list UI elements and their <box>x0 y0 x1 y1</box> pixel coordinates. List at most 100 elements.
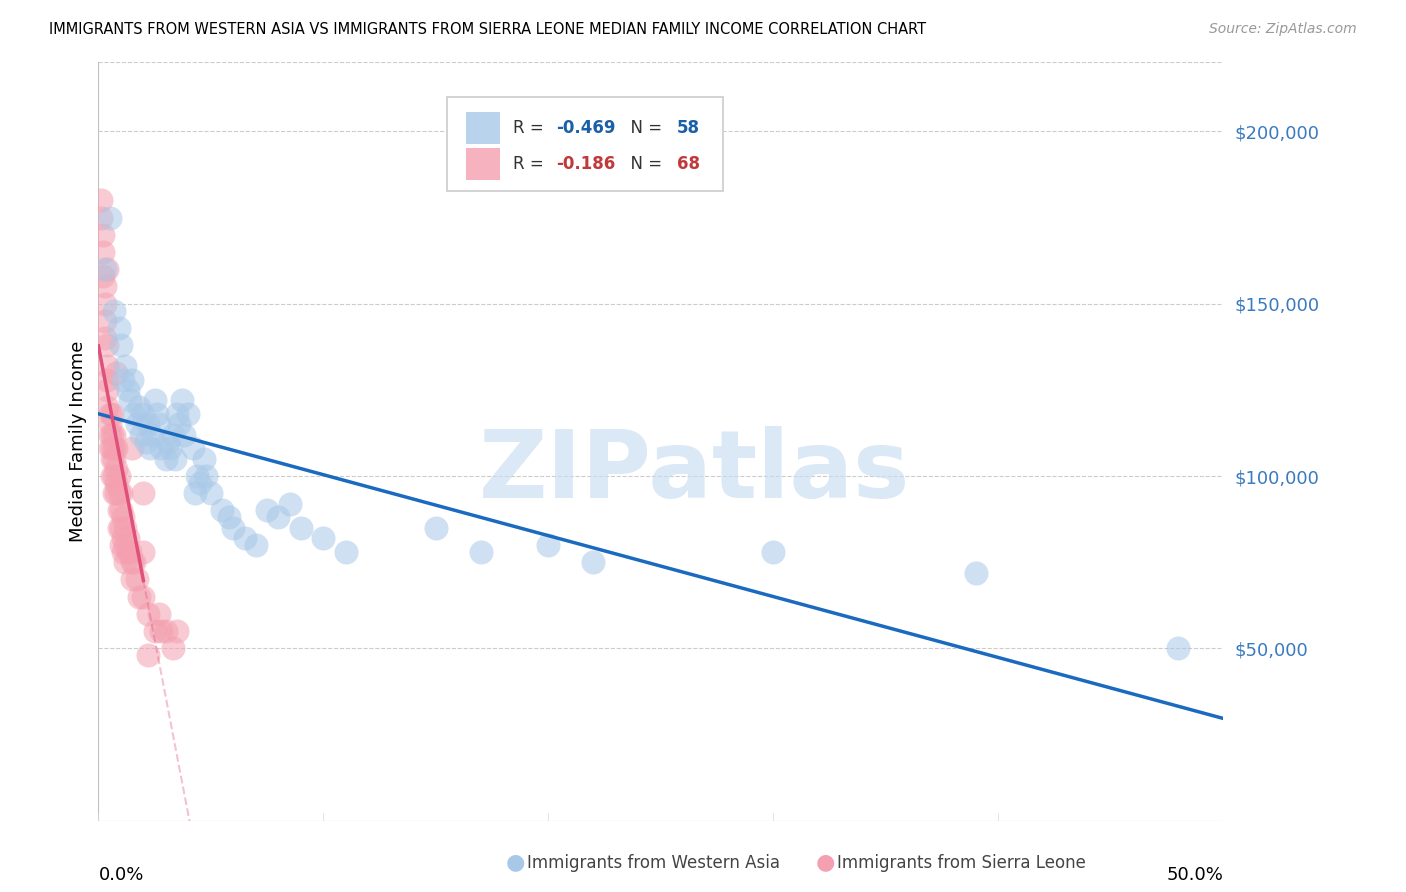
Point <box>117 531 139 545</box>
Point <box>143 393 166 408</box>
Point <box>193 451 215 466</box>
Point <box>110 486 132 500</box>
Point <box>335 545 357 559</box>
Point <box>537 538 560 552</box>
Point <box>105 475 128 490</box>
Point <box>170 393 193 408</box>
Point <box>128 590 150 604</box>
Point <box>103 303 125 318</box>
Point <box>1167 641 1189 656</box>
Point <box>91 227 114 242</box>
Point <box>256 503 278 517</box>
Point <box>148 417 170 432</box>
Point <box>107 320 129 334</box>
Point <box>112 545 135 559</box>
Point <box>98 407 121 421</box>
Point <box>184 486 207 500</box>
Point <box>110 338 132 352</box>
Point <box>188 475 211 490</box>
Text: R =: R = <box>513 120 550 137</box>
Text: Immigrants from Western Asia: Immigrants from Western Asia <box>527 855 780 872</box>
Point <box>125 417 148 432</box>
Point <box>148 607 170 621</box>
Point <box>470 545 492 559</box>
Point <box>132 486 155 500</box>
Point <box>146 407 169 421</box>
Text: Source: ZipAtlas.com: Source: ZipAtlas.com <box>1209 22 1357 37</box>
Point <box>278 497 301 511</box>
Point <box>222 521 245 535</box>
Y-axis label: Median Family Income: Median Family Income <box>69 341 87 542</box>
Point <box>107 521 129 535</box>
Point <box>101 442 124 456</box>
Point <box>186 469 208 483</box>
Point <box>114 359 136 373</box>
Point <box>98 417 121 432</box>
Point <box>114 521 136 535</box>
Text: -0.469: -0.469 <box>557 120 616 137</box>
Point <box>136 417 159 432</box>
Point <box>150 624 173 639</box>
Point <box>163 451 186 466</box>
Point <box>96 359 118 373</box>
Point <box>245 538 267 552</box>
Point <box>121 442 143 456</box>
Point <box>96 338 118 352</box>
Point <box>110 521 132 535</box>
Point <box>162 641 184 656</box>
Point <box>312 531 335 545</box>
Point <box>132 545 155 559</box>
Point <box>96 400 118 414</box>
Point <box>125 573 148 587</box>
Point <box>98 427 121 442</box>
Point <box>112 531 135 545</box>
Point <box>103 486 125 500</box>
Bar <box>467 112 501 145</box>
Point <box>128 400 150 414</box>
Point <box>135 434 157 449</box>
Point <box>129 427 152 442</box>
Point <box>211 503 233 517</box>
Point <box>103 469 125 483</box>
Point <box>96 262 118 277</box>
Point <box>118 545 141 559</box>
Point <box>107 469 129 483</box>
Text: IMMIGRANTS FROM WESTERN ASIA VS IMMIGRANTS FROM SIERRA LEONE MEDIAN FAMILY INCOM: IMMIGRANTS FROM WESTERN ASIA VS IMMIGRAN… <box>49 22 927 37</box>
Text: 0.0%: 0.0% <box>98 866 143 884</box>
Point <box>195 469 218 483</box>
Point <box>112 372 135 386</box>
Point <box>94 331 117 345</box>
Point <box>166 624 188 639</box>
Point <box>121 372 143 386</box>
Point <box>94 314 117 328</box>
Point <box>162 427 184 442</box>
Point <box>117 383 139 397</box>
Point <box>159 442 181 456</box>
Point <box>181 442 204 456</box>
Point <box>166 407 188 421</box>
Point <box>173 427 195 442</box>
Text: R =: R = <box>513 155 550 173</box>
Point <box>114 538 136 552</box>
Point <box>90 194 112 208</box>
Point <box>105 442 128 456</box>
FancyBboxPatch shape <box>447 96 723 191</box>
Point <box>150 442 173 456</box>
Point <box>267 510 290 524</box>
Text: N =: N = <box>620 155 668 173</box>
Point <box>425 521 447 535</box>
Point <box>132 590 155 604</box>
Point <box>965 566 987 580</box>
Point <box>132 407 155 421</box>
Bar <box>467 148 501 180</box>
Point <box>762 545 785 559</box>
Point <box>105 366 128 380</box>
Point <box>101 451 124 466</box>
Text: N =: N = <box>620 120 668 137</box>
Point <box>218 510 240 524</box>
Point <box>103 442 125 456</box>
Point <box>101 427 124 442</box>
Point <box>94 296 117 310</box>
Point <box>91 244 114 259</box>
Text: -0.186: -0.186 <box>557 155 616 173</box>
